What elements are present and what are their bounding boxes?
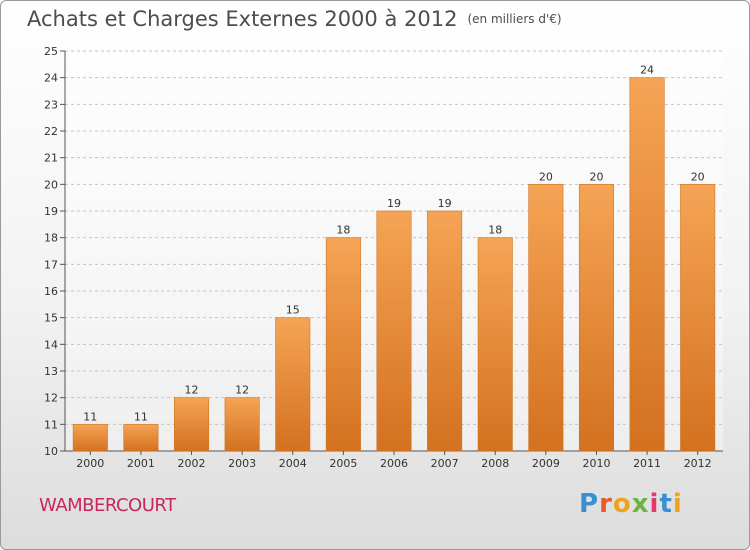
y-tick-label: 17 bbox=[44, 258, 58, 271]
x-tick-label: 2012 bbox=[684, 457, 712, 470]
y-tick-label: 15 bbox=[44, 312, 58, 325]
bar-value-label: 20 bbox=[539, 170, 553, 183]
y-tick-label: 16 bbox=[44, 285, 58, 298]
bar bbox=[174, 397, 210, 452]
x-tick-label: 2009 bbox=[532, 457, 560, 470]
y-tick-label: 14 bbox=[44, 338, 58, 351]
x-tick-label: 2011 bbox=[633, 457, 661, 470]
logo-letter: o bbox=[612, 489, 632, 519]
bar bbox=[680, 184, 716, 452]
y-tick-label: 21 bbox=[44, 152, 58, 165]
y-tick-label: 18 bbox=[44, 232, 58, 245]
bar bbox=[224, 397, 260, 452]
bar-value-label: 11 bbox=[83, 410, 97, 423]
bar-value-label: 11 bbox=[134, 410, 148, 423]
logo-letter: t bbox=[659, 489, 673, 519]
x-tick-label: 2008 bbox=[481, 457, 509, 470]
logo-letter: r bbox=[599, 489, 613, 519]
x-tick-label: 2010 bbox=[582, 457, 610, 470]
bar-value-label: 24 bbox=[640, 64, 654, 77]
bar bbox=[72, 424, 108, 452]
bar bbox=[376, 210, 412, 452]
x-tick-label: 2000 bbox=[76, 457, 104, 470]
bar-value-label: 18 bbox=[488, 224, 502, 237]
bar-value-label: 12 bbox=[235, 384, 249, 397]
commune-name: WAMBERCOURT bbox=[39, 495, 176, 516]
proxiti-logo: Proxiti bbox=[579, 489, 683, 519]
x-tick-label: 2004 bbox=[279, 457, 307, 470]
logo-letter: i bbox=[649, 489, 660, 519]
bar-value-label: 19 bbox=[438, 197, 452, 210]
bar-value-label: 20 bbox=[589, 170, 603, 183]
bar-value-label: 12 bbox=[185, 384, 199, 397]
bar bbox=[325, 237, 361, 452]
bar bbox=[275, 317, 311, 452]
y-tick-label: 10 bbox=[44, 445, 58, 458]
x-tick-label: 2001 bbox=[127, 457, 155, 470]
y-tick-label: 19 bbox=[44, 205, 58, 218]
bar-value-label: 19 bbox=[387, 197, 401, 210]
y-tick-label: 11 bbox=[44, 418, 58, 431]
bar bbox=[427, 210, 463, 452]
x-tick-label: 2002 bbox=[178, 457, 206, 470]
bar bbox=[629, 77, 665, 452]
y-tick-label: 24 bbox=[44, 72, 58, 85]
x-tick-label: 2005 bbox=[329, 457, 357, 470]
y-tick-label: 12 bbox=[44, 392, 58, 405]
x-tick-label: 2003 bbox=[228, 457, 256, 470]
bar bbox=[477, 237, 513, 452]
logo-letter: x bbox=[631, 489, 650, 519]
chart-title: Achats et Charges Externes 2000 à 2012 (e… bbox=[27, 7, 562, 31]
chart-subtitle: (en milliers d'€) bbox=[467, 12, 562, 26]
y-tick-label: 25 bbox=[44, 45, 58, 58]
y-tick-label: 13 bbox=[44, 365, 58, 378]
bar bbox=[578, 184, 614, 452]
bar-value-label: 18 bbox=[336, 224, 350, 237]
x-tick-label: 2007 bbox=[431, 457, 459, 470]
bar bbox=[528, 184, 564, 452]
logo-letter: i bbox=[672, 489, 683, 519]
bar-value-label: 15 bbox=[286, 304, 300, 317]
y-tick-label: 23 bbox=[44, 98, 58, 111]
logo-letter: P bbox=[579, 489, 600, 519]
x-tick-label: 2006 bbox=[380, 457, 408, 470]
y-tick-label: 20 bbox=[44, 178, 58, 191]
bar-value-label: 20 bbox=[691, 170, 705, 183]
bar bbox=[123, 424, 159, 452]
y-tick-label: 22 bbox=[44, 125, 58, 138]
